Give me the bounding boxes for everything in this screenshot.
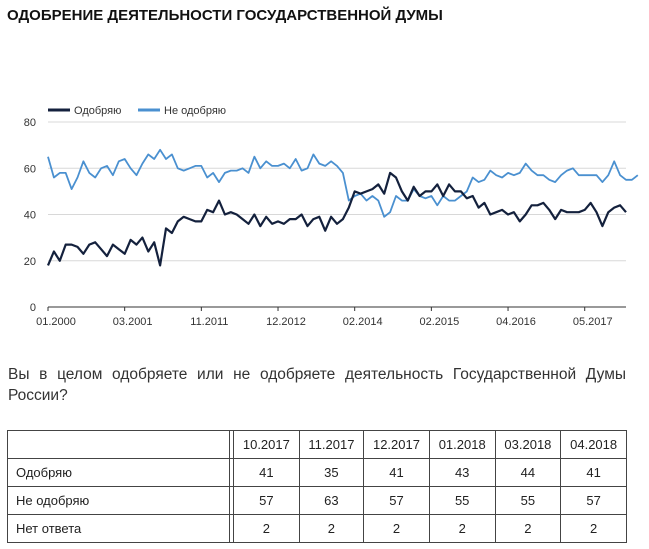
table-col-header: 04.2018 (560, 430, 627, 459)
y-tick-label: 40 (24, 210, 36, 222)
table-gap-cell (229, 514, 234, 543)
table-cell: 55 (494, 486, 562, 515)
x-tick-label: 05.2017 (573, 316, 613, 328)
y-tick-label: 0 (30, 302, 36, 314)
x-tick-label: 03.2001 (113, 316, 153, 328)
table-cell: 2 (363, 514, 430, 543)
table-header-row: 10.2017 11.2017 12.2017 01.2018 03.2018 … (7, 430, 627, 459)
table-corner-cell (7, 430, 230, 459)
row-label: Не одобряю (7, 486, 230, 515)
legend-label-disapprove: Не одобряю (164, 105, 226, 117)
row-label: Одобряю (7, 458, 230, 487)
chart-title: ОДОБРЕНИЕ ДЕЯТЕЛЬНОСТИ ГОСУДАРСТВЕННОЙ Д… (7, 7, 443, 24)
chart-legend: Одобряю Не одобряю (48, 105, 226, 117)
x-tick-label: 04.2016 (496, 316, 536, 328)
table-col-header: 10.2017 (233, 430, 300, 459)
row-label: Нет ответа (7, 514, 230, 543)
x-tick-label: 12.2012 (266, 316, 306, 328)
chart-grid (48, 121, 626, 308)
table-cell: 63 (298, 486, 365, 515)
table-cell: 35 (298, 458, 365, 487)
y-axis-ticks: 0 20 40 60 80 (24, 117, 36, 314)
table-row-approve: Одобряю 41 35 41 43 44 41 (7, 458, 627, 487)
x-tick-label: 02.2015 (419, 316, 459, 328)
x-tick-label: 01.2000 (36, 316, 76, 328)
table-cell: 43 (428, 458, 496, 487)
table-cell: 41 (363, 458, 430, 487)
table-cell: 2 (560, 514, 627, 543)
table-col-header: 03.2018 (494, 430, 562, 459)
table-cell: 2 (298, 514, 365, 543)
table-cell: 57 (363, 486, 430, 515)
x-axis-ticks: 01.2000 03.2001 11.2011 12.2012 02.2014 02.20… (36, 307, 613, 328)
table-cell: 41 (560, 458, 627, 487)
table-cell: 57 (233, 486, 300, 515)
series-line-approve (46, 171, 627, 267)
table-cell: 2 (494, 514, 562, 543)
table-cell: 2 (233, 514, 300, 543)
legend-label-approve: Одобряю (74, 105, 121, 117)
x-tick-label: 02.2014 (343, 316, 383, 328)
y-tick-label: 80 (24, 117, 36, 129)
results-table: 10.2017 11.2017 12.2017 01.2018 03.2018 … (7, 430, 627, 543)
table-row-no-answer: Нет ответа 2 2 2 2 2 2 (7, 514, 627, 543)
table-cell: 55 (428, 486, 496, 515)
table-col-header: 01.2018 (428, 430, 496, 459)
chart-series (46, 148, 639, 267)
x-tick-label: 11.2011 (190, 316, 228, 328)
table-col-header: 12.2017 (363, 430, 430, 459)
table-col-header: 11.2017 (298, 430, 365, 459)
table-cell: 41 (233, 458, 300, 487)
table-cell: 57 (560, 486, 627, 515)
series-line-disapprove (47, 148, 639, 218)
survey-question: Вы в целом одобряете или не одобряете де… (8, 366, 626, 404)
table-cell: 44 (494, 458, 562, 487)
y-tick-label: 20 (24, 256, 36, 268)
table-cell: 2 (428, 514, 496, 543)
y-tick-label: 60 (24, 163, 36, 175)
table-row-disapprove: Не одобряю 57 63 57 55 55 57 (7, 486, 627, 515)
line-chart: Одобряю Не одобряю 0 20 40 60 80 01.2000 03.2… (24, 105, 639, 328)
